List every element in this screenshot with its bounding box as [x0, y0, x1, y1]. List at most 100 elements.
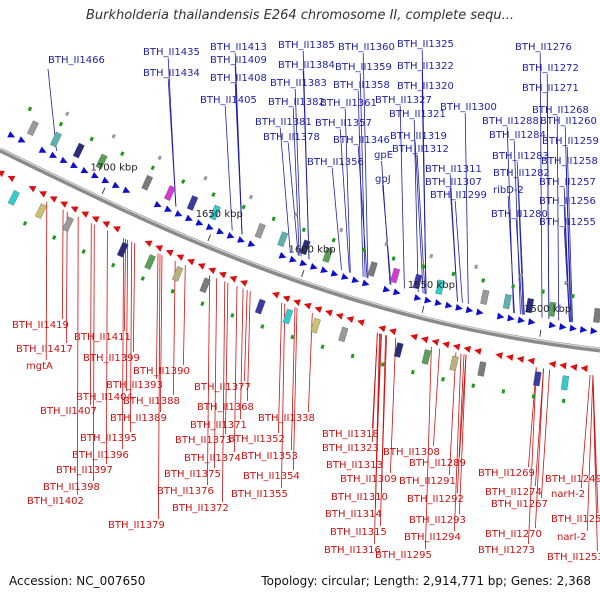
forward-gene-label[interactable]: BTH_II1268	[532, 105, 589, 116]
forward-gene-label[interactable]: BTH_II1322	[397, 61, 454, 72]
reverse-gene-label[interactable]: BTH_II1419	[12, 320, 69, 331]
forward-gene-label[interactable]: BTH_II1311	[425, 164, 482, 175]
forward-gene-label[interactable]: BTH_II1283	[492, 151, 549, 162]
forward-gene-label[interactable]: BTH_II1357	[315, 118, 372, 129]
reverse-gene-label[interactable]: BTH_II1390	[133, 366, 190, 377]
forward-gene-label[interactable]: BTH_II1321	[389, 109, 446, 120]
forward-gene-label[interactable]: BTH_II1356	[307, 157, 364, 168]
forward-gene-label[interactable]: BTH_II1405	[200, 95, 257, 106]
reverse-gene-label[interactable]: BTH_II1395	[80, 433, 137, 444]
reverse-gene-label[interactable]: BTH_II1372	[172, 503, 229, 514]
reverse-gene-label[interactable]: BTH_II1355	[231, 489, 288, 500]
reverse-gene-label[interactable]: BTH_II1379	[108, 520, 165, 531]
forward-gene-label[interactable]: BTH_II1260	[540, 116, 597, 127]
reverse-gene-label[interactable]: BTH_II1267	[491, 499, 548, 510]
forward-gene-label[interactable]: BTH_II1280	[491, 209, 548, 220]
forward-gene-label[interactable]: BTH_II1435	[143, 47, 200, 58]
reverse-gene-label[interactable]: BTH_II1354	[243, 471, 300, 482]
forward-gene-label[interactable]: BTH_II1284	[489, 130, 546, 141]
reverse-gene-label[interactable]: BTH_II1289	[409, 458, 466, 469]
forward-gene-label[interactable]: BTH_II1257	[539, 177, 596, 188]
forward-gene-label[interactable]: BTH_II1258	[541, 156, 598, 167]
forward-gene-label[interactable]: BTH_II1276	[515, 42, 572, 53]
forward-gene-label[interactable]: BTH_II1325	[397, 39, 454, 50]
reverse-gene-label[interactable]: BTH_II1389	[110, 413, 167, 424]
forward-gene-label[interactable]: BTH_II1378	[263, 132, 320, 143]
forward-gene-label[interactable]: gpJ	[375, 174, 391, 185]
forward-gene-label[interactable]: BTH_II1288	[482, 116, 539, 127]
forward-gene-label[interactable]: BTH_II1466	[48, 55, 105, 66]
reverse-gene-label[interactable]: BTH_II1371	[190, 420, 247, 431]
forward-gene-label[interactable]: BTH_II1381	[255, 117, 312, 128]
reverse-gene-label[interactable]: BTH_II1318	[322, 429, 379, 440]
reverse-gene-label[interactable]: BTH_II1294	[404, 532, 461, 543]
forward-gene-label[interactable]: BTH_II1327	[375, 95, 432, 106]
forward-gene-label[interactable]: BTH_II1383	[270, 78, 327, 89]
forward-gene-label[interactable]: BTH_II1360	[338, 42, 395, 53]
forward-gene-label[interactable]: BTH_II1255	[539, 217, 596, 228]
forward-gene-label[interactable]: BTH_II1408	[210, 73, 267, 84]
reverse-gene-label[interactable]: BTH_II1251	[551, 514, 600, 525]
forward-gene-label[interactable]: BTH_II1409	[210, 55, 267, 66]
forward-gene-label[interactable]: BTH_II1361	[320, 98, 377, 109]
reverse-gene-label[interactable]: BTH_II1309	[340, 474, 397, 485]
reverse-gene-label[interactable]: BTH_II1274	[485, 487, 542, 498]
forward-gene-label[interactable]: BTH_II1307	[425, 177, 482, 188]
reverse-gene-label[interactable]: BTH_II1393	[106, 380, 163, 391]
forward-gene-label[interactable]: BTH_II1272	[522, 63, 579, 74]
reverse-gene-label[interactable]: BTH_II1388	[123, 396, 180, 407]
forward-gene-label[interactable]: BTH_II1382	[268, 97, 325, 108]
forward-gene-label[interactable]: ribD-2	[493, 185, 524, 196]
reverse-gene-label[interactable]: BTH_II1269	[478, 468, 535, 479]
forward-gene-label[interactable]: BTH_II1259	[542, 136, 599, 147]
reverse-gene-label[interactable]: BTH_II1373	[175, 435, 232, 446]
reverse-gene-label[interactable]: BTH_II1273	[478, 545, 535, 556]
reverse-gene-label[interactable]: BTH_II1295	[375, 550, 432, 561]
forward-gene-label[interactable]: BTH_II1346	[333, 135, 390, 146]
reverse-gene-label[interactable]: BTH_II1316	[324, 545, 381, 556]
reverse-gene-label[interactable]: BTH_II1338	[258, 413, 315, 424]
reverse-gene-label[interactable]: BTH_II1375	[164, 469, 221, 480]
forward-gene-label[interactable]: BTH_II1413	[210, 42, 267, 53]
reverse-gene-label[interactable]: BTH_II1404	[76, 392, 133, 403]
forward-gene-label[interactable]: BTH_II1300	[440, 102, 497, 113]
reverse-gene-label[interactable]: BTH_II1308	[383, 447, 440, 458]
forward-gene-label[interactable]: BTH_II1384	[278, 60, 335, 71]
reverse-gene-label[interactable]: BTH_II1368	[197, 402, 254, 413]
forward-gene-label[interactable]: BTH_II1385	[278, 40, 335, 51]
forward-gene-label[interactable]: BTH_II1256	[539, 196, 596, 207]
reverse-gene-label[interactable]: BTH_II1407	[40, 406, 97, 417]
reverse-gene-label[interactable]: BTH_II1293	[409, 515, 466, 526]
reverse-gene-label[interactable]: BTH_II1253	[547, 552, 600, 563]
forward-gene-label[interactable]: BTH_II1282	[493, 168, 550, 179]
reverse-gene-label[interactable]: BTH_II1376	[157, 486, 214, 497]
forward-gene-label[interactable]: BTH_II1319	[390, 131, 447, 142]
reverse-gene-label[interactable]: BTH_II1353	[241, 451, 298, 462]
reverse-gene-label[interactable]: BTH_II1323	[322, 443, 379, 454]
reverse-gene-label[interactable]: BTH_II1374	[184, 453, 241, 464]
forward-gene-label[interactable]: BTH_II1320	[397, 81, 454, 92]
reverse-gene-label[interactable]: BTH_II1292	[407, 494, 464, 505]
reverse-gene-label[interactable]: BTH_II1310	[331, 492, 388, 503]
reverse-gene-label[interactable]: BTH_II1402	[27, 496, 84, 507]
reverse-gene-label[interactable]: BTH_II1398	[43, 482, 100, 493]
reverse-gene-label[interactable]: BTH_II1270	[485, 529, 542, 540]
forward-gene-label[interactable]: BTH_II1312	[392, 144, 449, 155]
reverse-gene-label[interactable]: BTH_II1399	[83, 353, 140, 364]
forward-gene-label[interactable]: gpE	[374, 150, 393, 161]
reverse-gene-label[interactable]: BTH_II1315	[330, 527, 387, 538]
reverse-gene-label[interactable]: BTH_II1313	[326, 460, 383, 471]
forward-gene-label[interactable]: BTH_II1434	[143, 68, 200, 79]
reverse-gene-label[interactable]: narH-2	[551, 489, 585, 500]
reverse-gene-label[interactable]: mgtA	[26, 361, 53, 372]
forward-gene-label[interactable]: BTH_II1358	[333, 80, 390, 91]
reverse-gene-label[interactable]: BTH_II1396	[72, 450, 129, 461]
reverse-gene-label[interactable]: BTH_II1411	[74, 332, 131, 343]
reverse-gene-label[interactable]: BTH_II1377	[194, 382, 251, 393]
reverse-gene-label[interactable]: BTH_II1417	[16, 344, 73, 355]
reverse-gene-label[interactable]: BTH_II1249	[545, 474, 600, 485]
forward-gene-label[interactable]: BTH_II1299	[430, 190, 487, 201]
reverse-gene-label[interactable]: narI-2	[557, 532, 587, 543]
reverse-gene-label[interactable]: BTH_II1397	[56, 465, 113, 476]
reverse-gene-label[interactable]: BTH_II1352	[228, 434, 285, 445]
